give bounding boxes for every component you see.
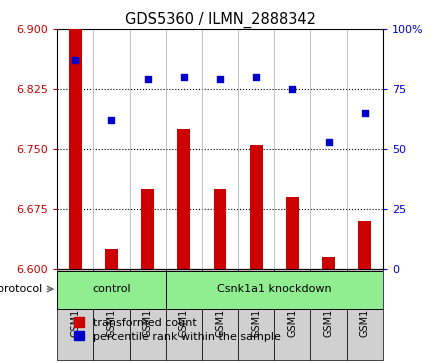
Bar <box>129 29 166 269</box>
Bar <box>129 269 166 360</box>
Point <box>72 57 79 63</box>
Bar <box>141 189 154 269</box>
Bar <box>286 197 299 269</box>
Bar <box>166 269 202 360</box>
Bar <box>177 129 190 269</box>
Bar <box>214 189 226 269</box>
Bar <box>238 269 274 360</box>
Bar <box>57 269 93 360</box>
Bar <box>93 29 129 269</box>
Title: GDS5360 / ILMN_2888342: GDS5360 / ILMN_2888342 <box>125 12 315 28</box>
Bar <box>322 257 335 269</box>
Text: control: control <box>92 284 131 294</box>
Bar <box>347 269 383 360</box>
Point <box>108 117 115 123</box>
Bar <box>202 269 238 360</box>
Text: protocol: protocol <box>0 284 43 294</box>
Bar <box>105 249 118 269</box>
Bar <box>57 29 93 269</box>
Bar <box>57 271 166 309</box>
Legend: transformed count, percentile rank within the sample: transformed count, percentile rank withi… <box>69 313 285 346</box>
Bar <box>250 145 263 269</box>
Bar <box>202 29 238 269</box>
Point <box>253 74 260 80</box>
Bar <box>166 29 202 269</box>
Bar <box>311 29 347 269</box>
Point <box>325 139 332 144</box>
Bar <box>238 29 274 269</box>
Bar <box>166 271 383 309</box>
Text: Csnk1a1 knockdown: Csnk1a1 knockdown <box>217 284 332 294</box>
Point <box>180 74 187 80</box>
Bar <box>274 269 311 360</box>
Bar <box>347 29 383 269</box>
Point <box>144 77 151 82</box>
Bar <box>93 269 129 360</box>
Point <box>289 86 296 92</box>
Bar <box>311 269 347 360</box>
Bar <box>274 29 311 269</box>
Point <box>216 77 224 82</box>
Bar <box>69 29 82 269</box>
Point <box>361 110 368 116</box>
Bar <box>359 221 371 269</box>
